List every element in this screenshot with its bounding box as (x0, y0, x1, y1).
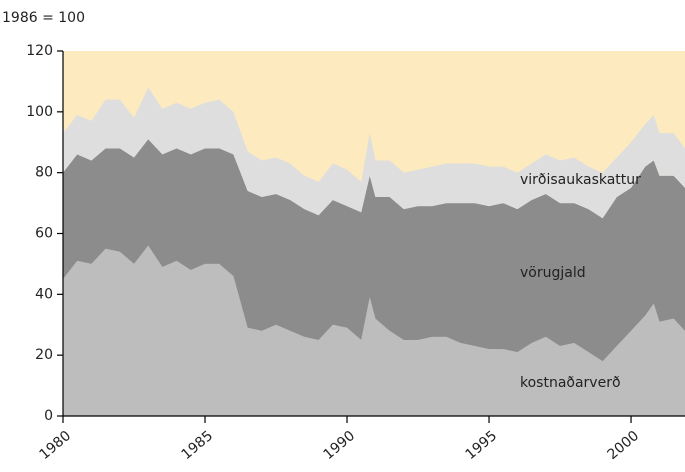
y-tick-label: 60 (35, 226, 53, 242)
area (63, 245, 685, 416)
area (63, 87, 685, 219)
y-tick-label: 40 (35, 286, 53, 302)
y-tick-label: 100 (26, 104, 53, 120)
y-tick-label: 80 (35, 165, 53, 181)
series-label: kostnaðarverð (520, 375, 621, 391)
y-tick-label: 20 (35, 347, 53, 363)
x-tick-label: 1980 (37, 428, 75, 463)
series-label: vörugjald (520, 265, 586, 281)
x-tick-label: 2000 (605, 428, 643, 463)
x-tick-label: 1995 (463, 428, 501, 463)
x-tick-label: 1985 (179, 428, 217, 463)
area (63, 139, 685, 362)
y-axis-label: 1986 = 100 (2, 10, 85, 26)
x-tick-label: 1990 (321, 428, 359, 463)
series-label: virðisaukaskattur (520, 172, 641, 188)
y-tick-label: 0 (44, 408, 53, 424)
y-tick-label: 120 (26, 43, 53, 59)
